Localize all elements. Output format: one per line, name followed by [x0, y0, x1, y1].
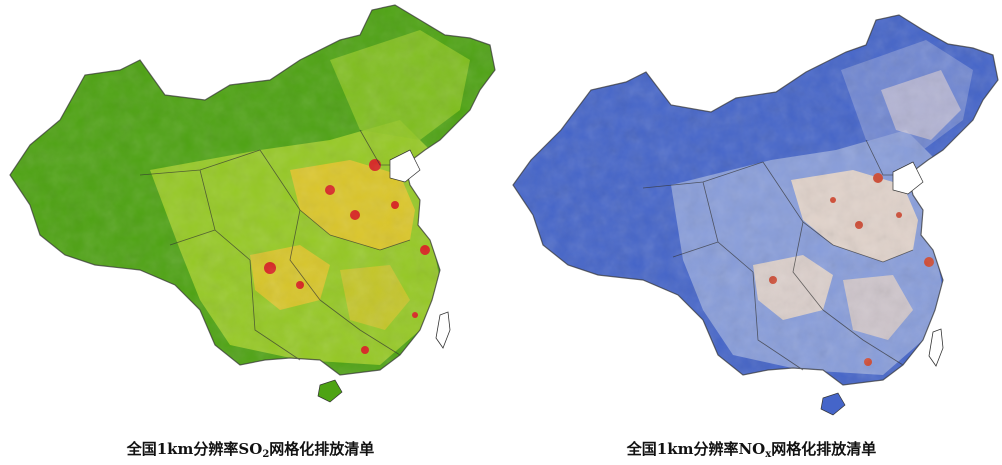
hainan-island	[820, 392, 846, 416]
so2-map-caption: 全国1km分辨率SO2网格化排放清单	[126, 440, 375, 460]
nox-map-fill	[513, 15, 998, 385]
so2-emission-map	[9, 4, 496, 403]
taiwan-island	[435, 311, 451, 349]
bohai-sea	[892, 161, 924, 195]
nox-emission-map	[512, 14, 999, 416]
bohai-sea	[389, 149, 421, 183]
so2-map-fill	[10, 5, 495, 375]
nox-map-panel: 全国1km分辨率NOx网格化排放清单	[501, 0, 1002, 465]
nox-map-caption: 全国1km分辨率NOx网格化排放清单	[626, 440, 877, 460]
hainan-island	[317, 379, 343, 403]
so2-map-panel: 全国1km分辨率SO2网格化排放清单	[9, 4, 496, 460]
so2-province-borders	[9, 4, 496, 376]
taiwan-island	[928, 328, 944, 367]
